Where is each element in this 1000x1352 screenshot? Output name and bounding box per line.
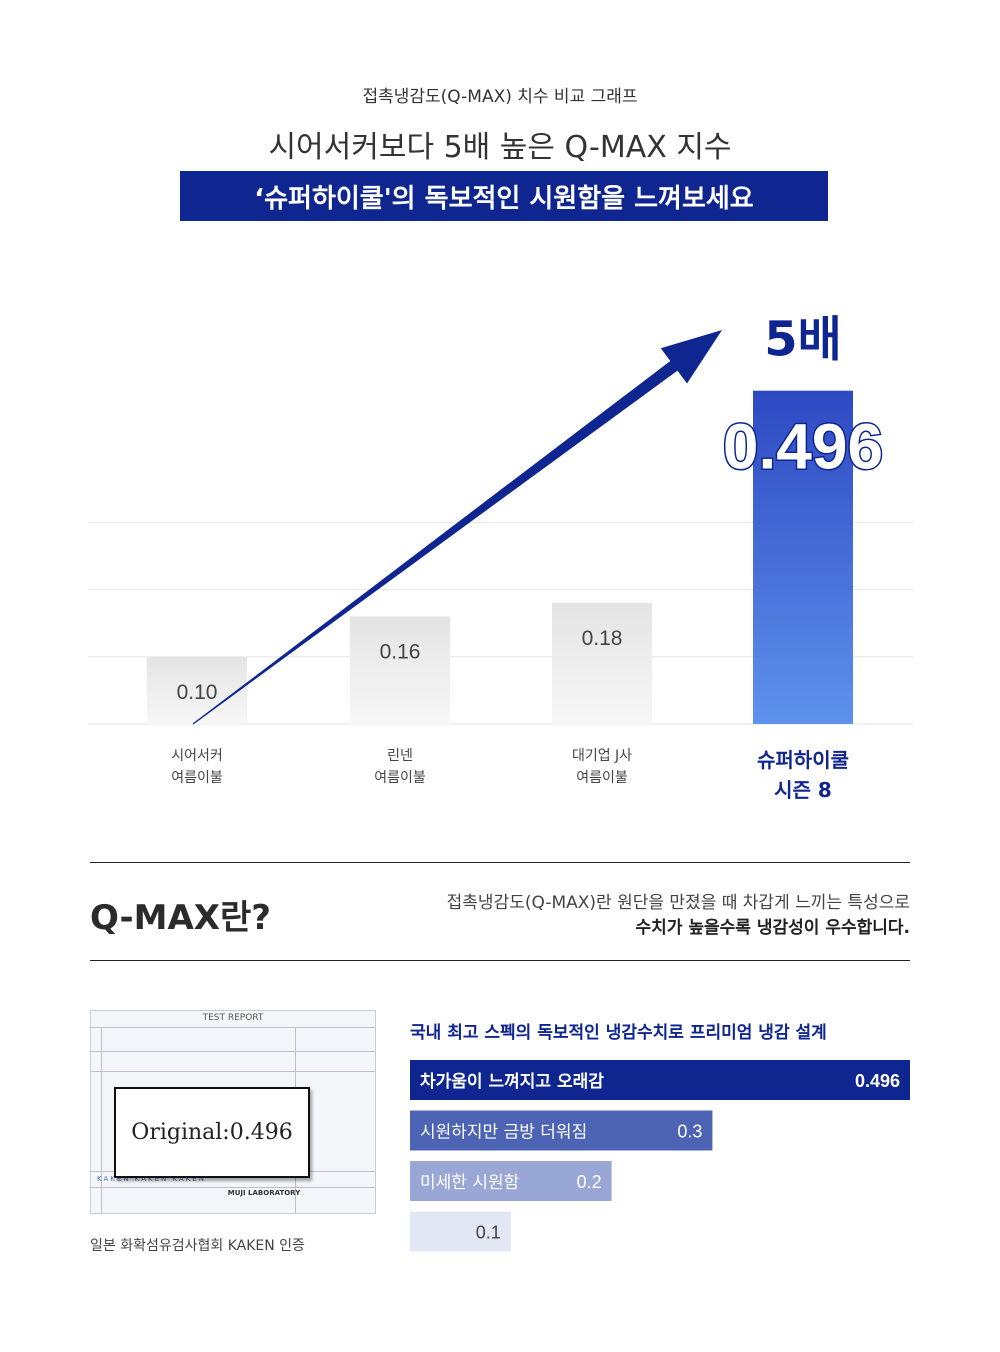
bar [147,656,247,724]
bar [350,616,450,724]
divider-bottom [90,960,910,961]
report-brand: KAKEN KAKEN KAKEN [97,1175,206,1183]
category-label: 린넨 [387,748,413,764]
qmax-description-line1: 접촉냉감도(Q-MAX)란 원단을 만졌을 때 차갑게 느끼는 특성으로 [446,893,910,913]
annotation-label: 5배 [764,312,842,368]
hbar-label: 시원하지만 금방 더워짐 [420,1123,587,1143]
hbar-label: 차가움이 느껴지고 오래감 [420,1072,604,1092]
hbar-label: 미세한 시원함 [420,1173,520,1193]
chart-subtitle: 접촉냉감도(Q-MAX) 치수 비교 그래프 [362,87,638,107]
test-report-title: TEST REPORT [202,1013,264,1023]
report-rule [91,1071,375,1072]
report-rule [91,1027,375,1028]
trend-arrow [192,330,722,725]
qmax-description-line2: 수치가 높을수록 냉감성이 우수합니다. [635,918,910,938]
category-label: 여름이불 [374,770,426,786]
hbar-value-label: 0.496 [855,1071,900,1091]
report-rule [91,1187,375,1188]
premium-chart-title: 국내 최고 스펙의 독보적인 냉감수치로 프리미엄 냉감 설계 [410,1023,827,1043]
bar-value-label: 0.18 [582,627,623,650]
report-caption: 일본 화확섬유검사협회 KAKEN 인증 [90,1238,305,1254]
category-label: 여름이불 [171,770,223,786]
hbar [410,1161,612,1201]
category-label: 시즌 8 [774,778,832,802]
divider-top [90,862,910,863]
chart-headline: 시어서커보다 5배 높은 Q-MAX 지수 [268,130,732,165]
bar-value-label: 0.496 [723,411,883,483]
qmax-heading: Q-MAX란? [90,898,272,938]
hbar [410,1211,511,1252]
report-rule [91,1051,375,1052]
bar-value-label: 0.10 [177,681,218,704]
category-label: 대기업 J사 [572,748,632,764]
category-label: 시어서커 [171,748,223,764]
bar [753,390,853,724]
report-lab: MUJI LABORATORY [227,1189,301,1197]
category-label: 슈퍼하이쿨 [757,748,849,772]
hbar-value-label: 0.2 [577,1172,602,1192]
original-value-callout: Original:0.496 [114,1087,310,1178]
hbar [410,1060,910,1100]
report-rule [101,1027,102,1213]
category-label: 여름이불 [576,770,628,786]
hbar-value-label: 0.3 [677,1122,702,1142]
premium-cooling-chart: 차가움이 느껴지고 오래감 0.496 시원하지만 금방 더워짐 0.3 미세한 시원함… [410,1060,910,1252]
headline-band: ‘슈퍼하이쿨'의 독보적인 시원함을 느껴보세요 [180,171,828,221]
bar-value-label: 0.16 [380,640,421,663]
hbar [410,1110,713,1151]
hbar-value-label: 0.1 [476,1223,501,1243]
bar [552,603,652,724]
